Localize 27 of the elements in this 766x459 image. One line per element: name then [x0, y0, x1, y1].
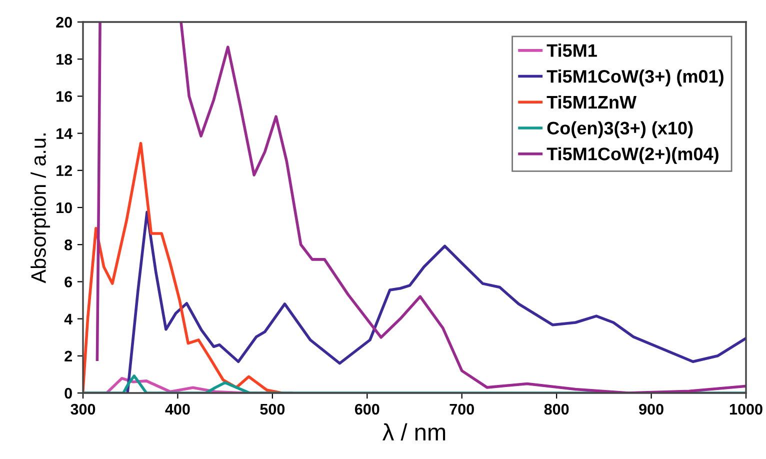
y-tick-label: 0	[64, 388, 72, 399]
y-tick-label: 12	[56, 165, 72, 176]
y-tick-label: 10	[56, 202, 72, 214]
legend-label: Ti5M1ZnW	[546, 95, 637, 109]
x-tick-label: 900	[639, 404, 664, 415]
x-tick-label: 300	[70, 404, 96, 415]
x-tick-label: 600	[354, 404, 380, 415]
y-tick-label: 4	[64, 314, 72, 324]
line-series	[126, 210, 746, 393]
x-tick-label: 800	[544, 404, 569, 415]
legend-label: Ti5M1	[546, 44, 597, 57]
x-tick-label: 500	[260, 404, 285, 415]
legend-label: Co(en)3(3+) (x10)	[547, 121, 693, 138]
x-tick-label: 700	[450, 404, 474, 415]
y-axis-title: Absorption / a.u.	[30, 134, 50, 284]
x-axis-title: λ / nm	[382, 423, 446, 441]
y-tick-label: 16	[56, 91, 72, 102]
y-tick-label: 8	[64, 239, 72, 250]
legend-label: Ti5M1CoW(2+)(m04)	[546, 147, 718, 164]
y-tick-label: 2	[64, 350, 72, 362]
y-tick-label: 20	[56, 16, 72, 28]
x-tick-label: 1000	[730, 404, 762, 415]
legend-label: Ti5M1CoW(3+) (m01)	[546, 70, 724, 86]
y-tick-label: 14	[56, 128, 73, 139]
y-tick-label: 18	[56, 54, 72, 65]
y-tick-label: 6	[64, 276, 72, 288]
x-tick-label: 400	[165, 404, 190, 415]
